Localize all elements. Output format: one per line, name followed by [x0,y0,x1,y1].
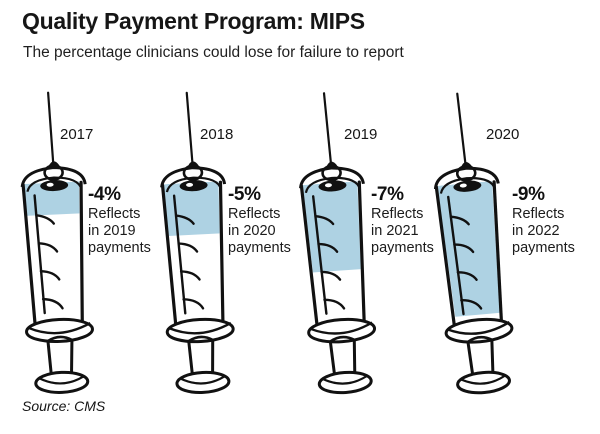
fill-level-2017 [24,181,81,216]
callout-2019: -7% Reflects in 2021 payments [371,185,434,257]
year-label-2020: 2020 [486,126,520,143]
fill-level-2018 [163,181,222,237]
callout-2018: -5% Reflects in 2020 payments [228,185,291,257]
percent-value-2018: -5% [228,184,261,205]
reflect-line2-2018: in 2020 [228,222,276,239]
syringe-illustration-2020 [433,92,514,395]
callout-2017: -4% Reflects in 2019 payments [88,185,151,257]
reflect-line3-2017: payments [88,239,151,256]
syringe-illustration-2019 [299,92,377,395]
percent-value-2017: -4% [88,184,121,205]
reflect-line1-2020: Reflects [512,205,565,222]
page-subtitle: The percentage clinicians could lose for… [23,44,404,61]
reflect-line3-2020: payments [512,239,575,256]
fill-level-2019 [302,181,364,273]
page-title: Quality Payment Program: MIPS [22,8,365,34]
year-label-2019: 2019 [344,126,378,143]
reflect-line2-2017: in 2019 [88,222,136,239]
syringe-group-2020: 2020 -9% Reflects in 2022 payments [424,90,575,400]
syringe-group-2019: 2019 -7% Reflects in 2021 payments [288,90,434,400]
reflect-line1-2017: Reflects [88,205,141,222]
percent-value-2019: -7% [371,184,404,205]
reflect-line2-2020: in 2022 [512,222,560,239]
year-label-2017: 2017 [60,126,94,143]
syringe-group-2018: 2018 -5% Reflects in 2020 payments [148,90,291,400]
percent-value-2020: -9% [512,184,545,205]
reflect-line3-2019: payments [371,239,434,256]
reflect-line1-2019: Reflects [371,205,424,222]
year-label-2018: 2018 [200,126,234,143]
source-note: Source: CMS [22,398,106,414]
syringe-group-2017: 2017 -4% Reflects in 2019 payments [8,90,151,400]
reflect-line1-2018: Reflects [228,205,281,222]
syringe-illustration-2018 [160,91,235,395]
reflect-line2-2019: in 2021 [371,222,419,239]
reflect-line3-2018: payments [228,239,291,256]
callout-2020: -9% Reflects in 2022 payments [512,185,575,257]
syringe-illustration-2017 [20,91,94,394]
